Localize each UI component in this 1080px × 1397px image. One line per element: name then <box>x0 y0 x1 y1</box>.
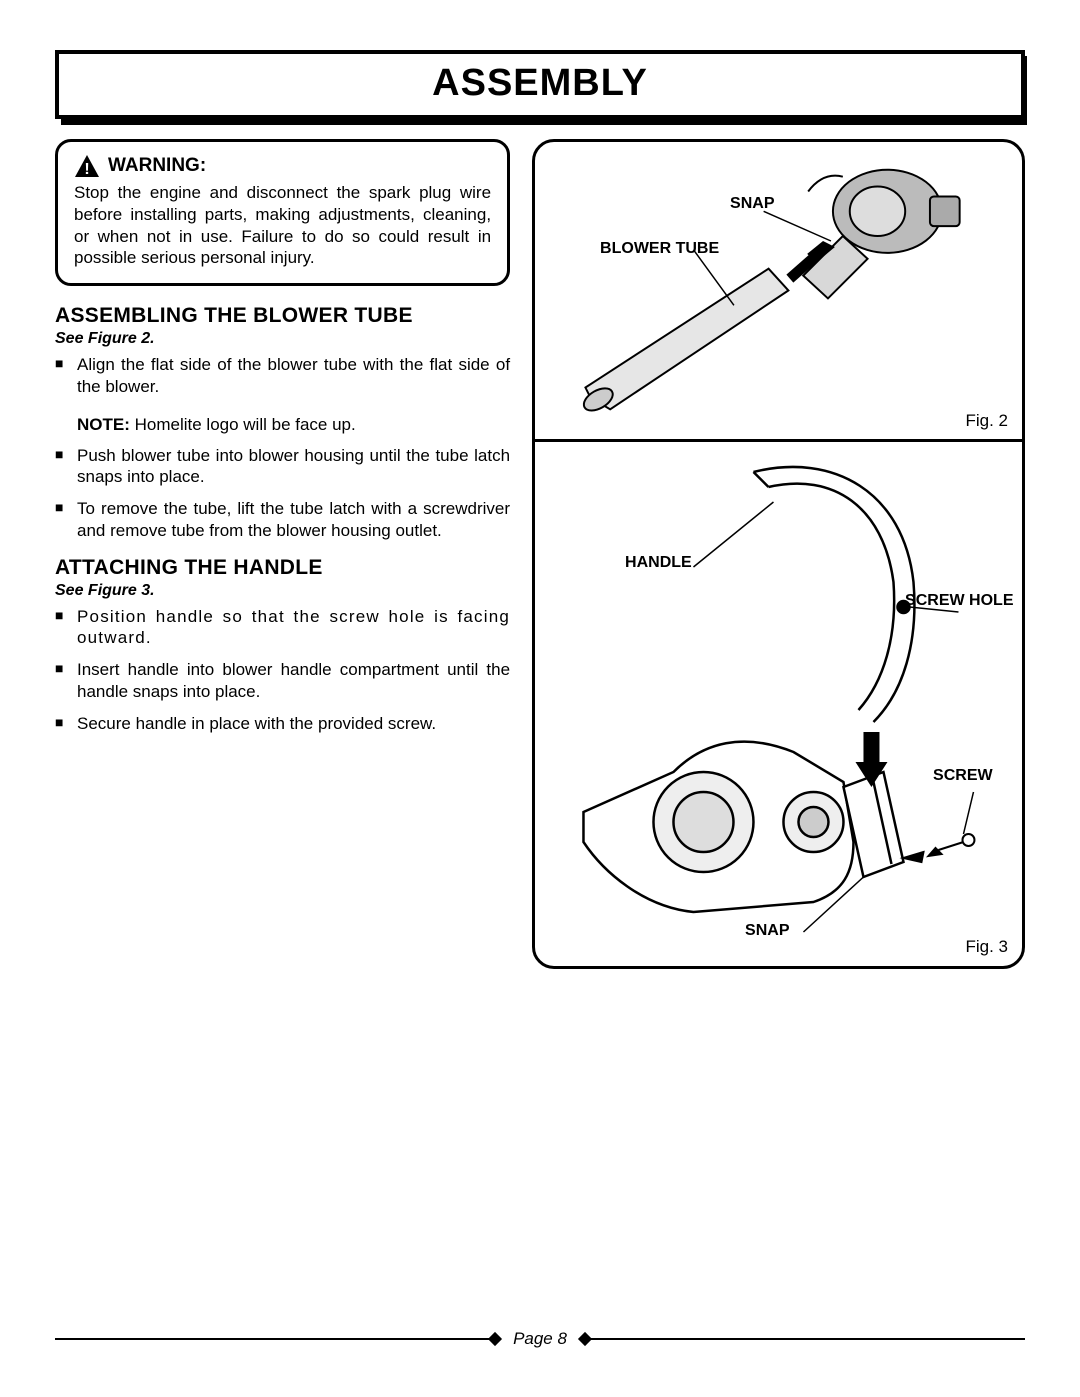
callout-handle: HANDLE <box>625 554 692 572</box>
callout-screw: SCREW <box>933 767 993 785</box>
left-column: ! WARNING: Stop the engine and disconnec… <box>55 139 510 969</box>
content-columns: ! WARNING: Stop the engine and disconnec… <box>55 139 1025 969</box>
section2-heading: ATTACHING THE HANDLE <box>55 556 510 580</box>
figure-2-diagram <box>535 142 1022 439</box>
section1-heading: ASSEMBLING THE BLOWER TUBE <box>55 304 510 328</box>
warning-body: Stop the engine and disconnect the spark… <box>74 182 491 269</box>
section1-seefig: See Figure 2. <box>55 330 510 348</box>
svg-text:!: ! <box>84 161 89 178</box>
list-item: Position handle so that the screw hole i… <box>55 606 510 650</box>
callout-screw-hole: SCREW HOLE <box>905 592 1013 610</box>
section1-note: NOTE: Homelite logo will be face up. <box>55 415 510 435</box>
title-box: ASSEMBLY <box>55 50 1025 119</box>
right-column: SNAP BLOWER TUBE Fig. 2 <box>532 139 1025 969</box>
page-title: ASSEMBLY <box>59 62 1021 105</box>
section1-steps-cont: Push blower tube into blower housing unt… <box>55 445 510 542</box>
page-footer: Page 8 <box>55 1329 1025 1349</box>
list-item: Push blower tube into blower housing unt… <box>55 445 510 489</box>
note-text: Homelite logo will be face up. <box>130 415 356 434</box>
callout-snap-2: SNAP <box>745 922 789 940</box>
footer-rule-left <box>55 1338 495 1340</box>
warning-box: ! WARNING: Stop the engine and disconnec… <box>55 139 510 286</box>
figure-3-diagram <box>535 442 1022 969</box>
page-number: Page 8 <box>513 1329 567 1349</box>
warning-icon: ! <box>74 154 100 178</box>
section1-steps: Align the flat side of the blower tube w… <box>55 354 510 398</box>
note-label: NOTE: <box>77 415 130 434</box>
callout-blower-tube: BLOWER TUBE <box>600 240 719 258</box>
callout-snap: SNAP <box>730 195 774 213</box>
figure-3-number: Fig. 3 <box>965 937 1008 957</box>
list-item: To remove the tube, lift the tube latch … <box>55 498 510 542</box>
figure-3-panel: HANDLE SCREW HOLE SCREW SNAP Fig. 3 <box>535 442 1022 969</box>
figure-container: SNAP BLOWER TUBE Fig. 2 <box>532 139 1025 969</box>
section2-steps: Position handle so that the screw hole i… <box>55 606 510 735</box>
footer-rule-right <box>585 1338 1025 1340</box>
section2-seefig: See Figure 3. <box>55 582 510 600</box>
list-item: Insert handle into blower handle compart… <box>55 659 510 703</box>
list-item: Align the flat side of the blower tube w… <box>55 354 510 398</box>
title-banner: ASSEMBLY <box>55 50 1025 119</box>
warning-label: WARNING: <box>108 155 206 177</box>
figure-2-panel: SNAP BLOWER TUBE Fig. 2 <box>535 142 1022 442</box>
manual-page: ASSEMBLY ! WARNING: Stop the engine and … <box>0 0 1080 1397</box>
figure-2-number: Fig. 2 <box>965 411 1008 431</box>
warning-header: ! WARNING: <box>74 154 491 178</box>
list-item: Secure handle in place with the provided… <box>55 713 510 735</box>
